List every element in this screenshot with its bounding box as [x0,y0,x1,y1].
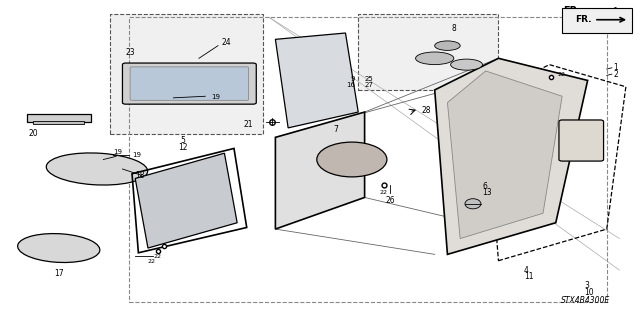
Text: 16: 16 [346,82,355,88]
Text: 12: 12 [179,143,188,152]
Text: 19: 19 [132,152,141,158]
FancyBboxPatch shape [122,63,256,104]
Polygon shape [275,112,365,229]
Polygon shape [135,153,237,248]
Text: 17: 17 [54,269,63,278]
Text: 22: 22 [380,189,388,195]
Text: 11: 11 [524,272,533,281]
Ellipse shape [465,199,481,209]
Text: 13: 13 [483,188,492,197]
Text: 10: 10 [584,288,594,297]
Text: 21: 21 [244,120,253,129]
Text: 6: 6 [483,182,488,191]
Text: FR.: FR. [563,6,581,16]
Text: 23: 23 [125,48,135,57]
Text: 8: 8 [451,24,456,33]
Text: 24: 24 [221,38,231,47]
FancyBboxPatch shape [562,8,632,33]
Text: 25: 25 [365,76,373,82]
Text: 5: 5 [180,136,186,145]
Text: 3: 3 [584,281,589,291]
Text: 18: 18 [135,171,145,180]
Bar [27,114,91,122]
Bar [33,121,84,124]
Circle shape [317,142,387,177]
Ellipse shape [451,59,483,70]
Text: FR.: FR. [575,15,591,24]
Text: 4: 4 [524,266,529,275]
Ellipse shape [46,153,148,185]
Text: 7: 7 [333,125,339,134]
Text: STX4B4300E: STX4B4300E [561,296,610,305]
Text: 19: 19 [113,149,122,155]
Ellipse shape [415,52,454,65]
Ellipse shape [18,234,100,263]
Text: 28: 28 [422,106,431,115]
Text: 26: 26 [385,196,395,205]
Text: 2: 2 [613,70,618,78]
FancyBboxPatch shape [109,14,262,134]
Text: 22: 22 [557,72,565,77]
Text: 22: 22 [154,254,161,259]
Text: 22: 22 [147,259,155,264]
FancyBboxPatch shape [130,67,248,100]
Ellipse shape [435,41,460,50]
Text: 1: 1 [613,63,618,72]
Text: 20: 20 [28,130,38,138]
Polygon shape [275,33,358,128]
Text: 27: 27 [365,82,374,88]
Polygon shape [435,58,588,254]
FancyBboxPatch shape [358,14,499,90]
Polygon shape [447,71,562,239]
Text: 9: 9 [351,76,355,82]
Text: 19: 19 [212,94,221,100]
FancyBboxPatch shape [559,120,604,161]
